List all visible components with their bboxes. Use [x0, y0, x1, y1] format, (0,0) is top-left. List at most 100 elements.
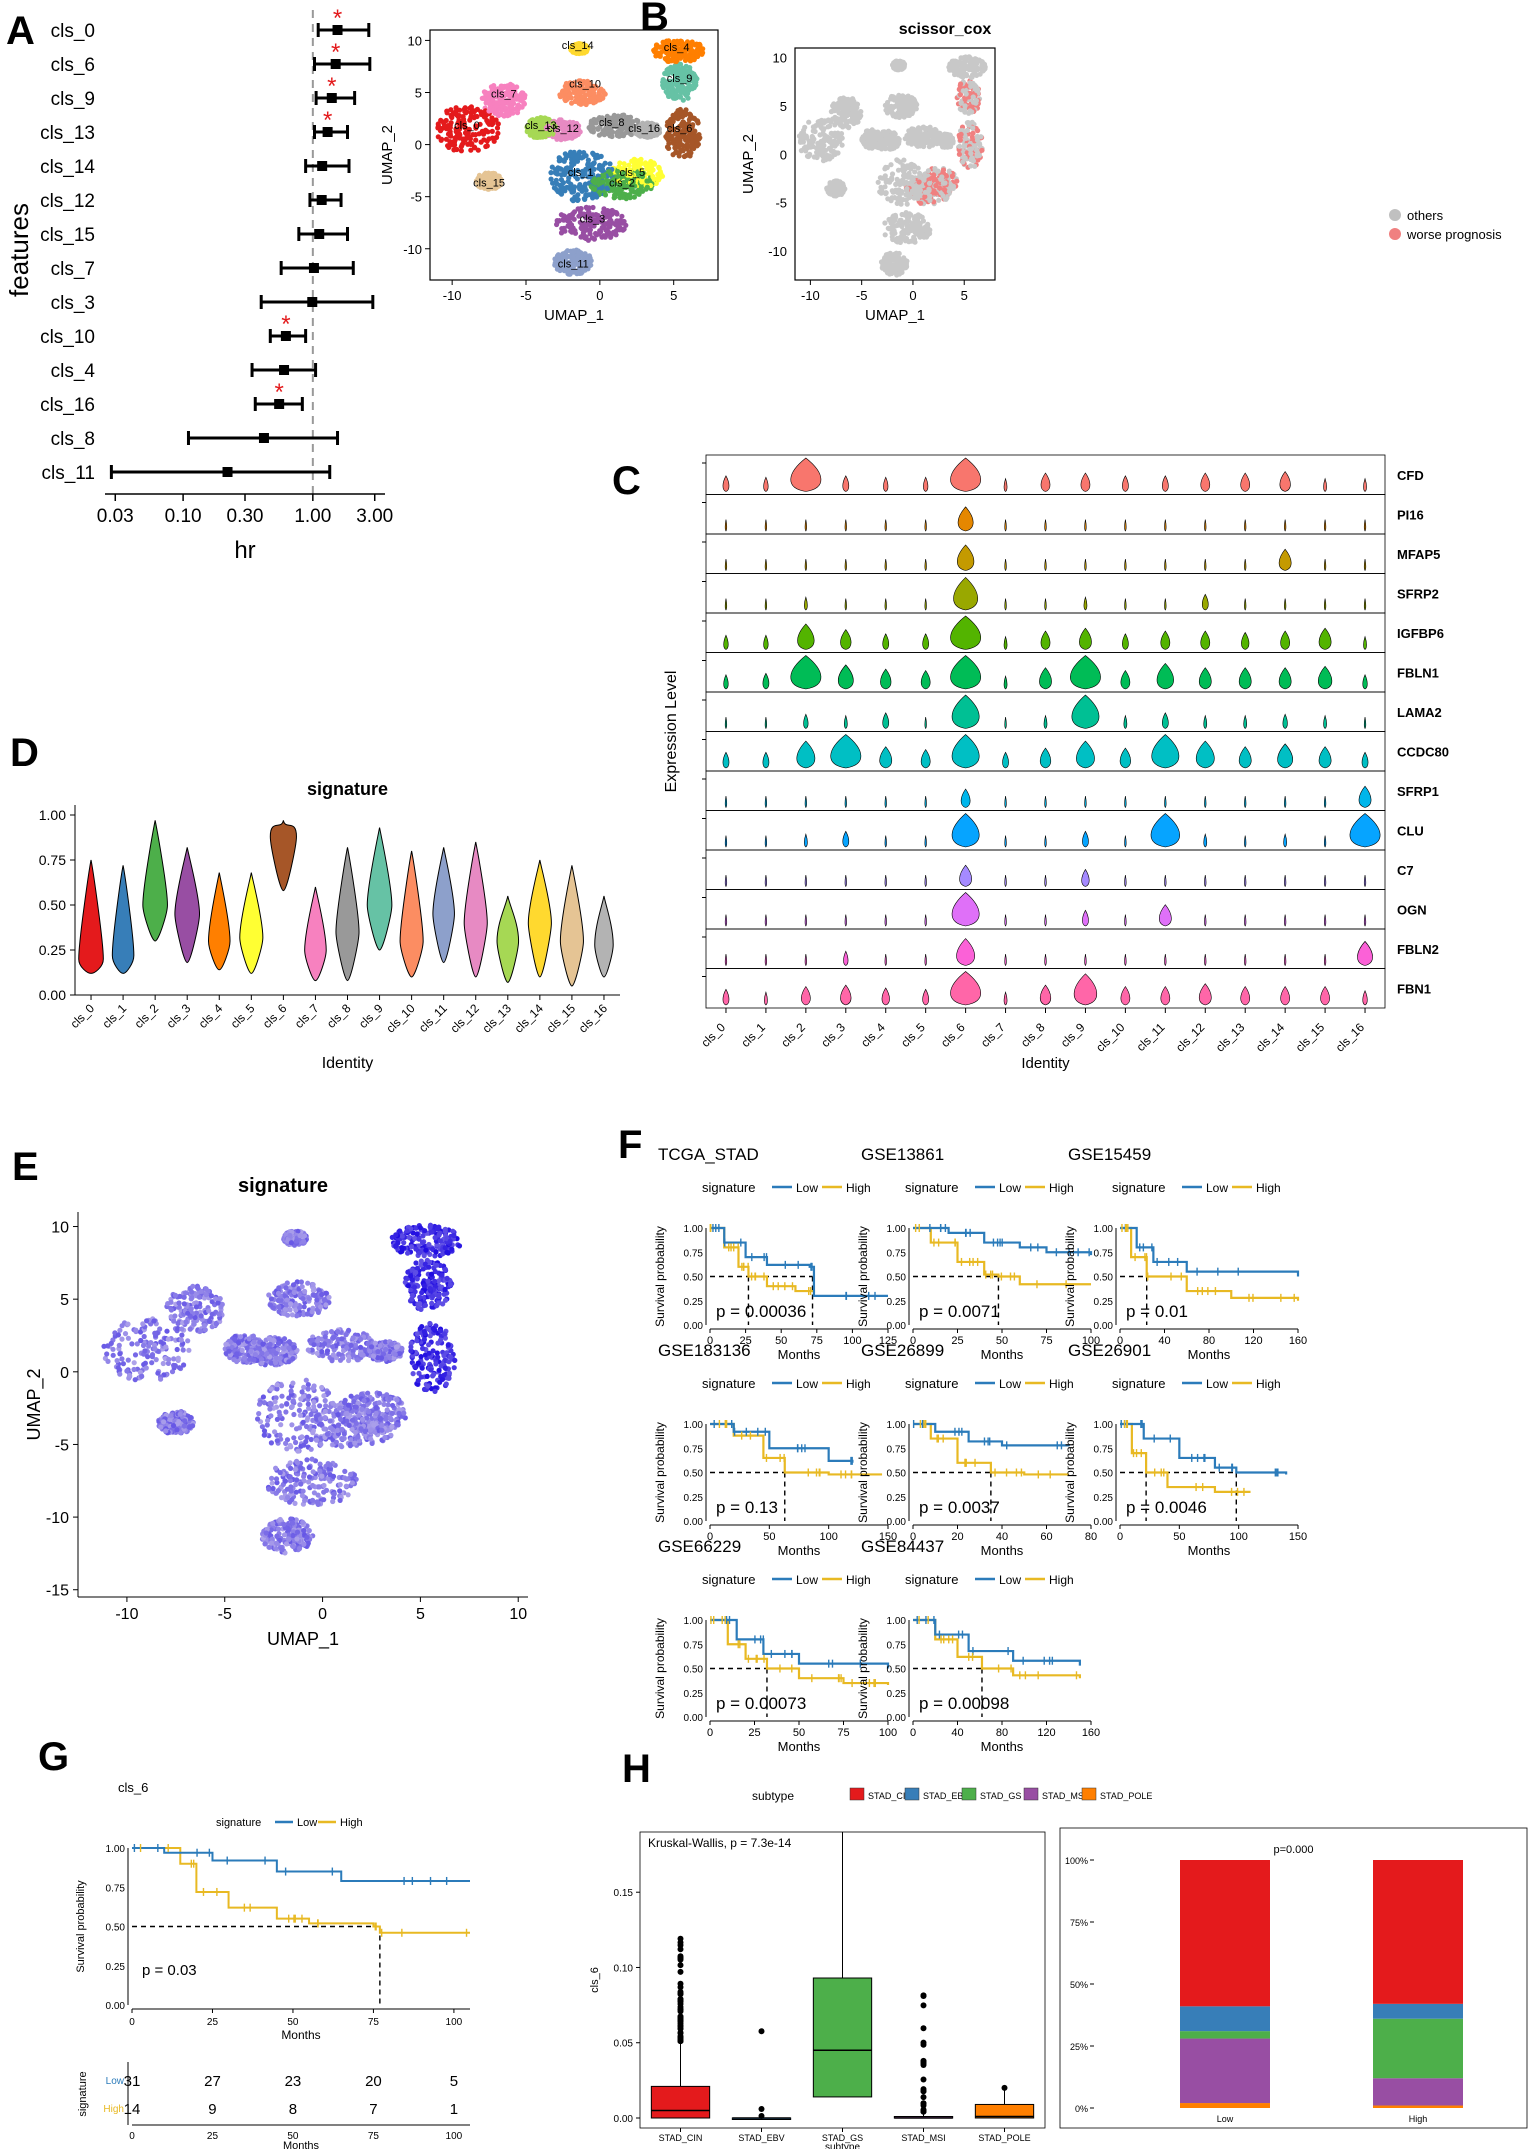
umap-point — [521, 101, 528, 107]
legend-label: others — [1407, 208, 1444, 223]
umap-point — [914, 141, 921, 147]
y-tick-label: 0 — [415, 138, 422, 153]
umap-point — [885, 128, 892, 134]
umap-point — [646, 161, 652, 167]
umap-point — [468, 113, 474, 119]
umap-point — [980, 60, 986, 66]
umap-point — [576, 250, 582, 256]
umap-point — [908, 212, 914, 218]
umap-point — [917, 133, 923, 139]
umap-point — [583, 193, 589, 199]
umap-point — [931, 175, 937, 181]
cluster-label: cls_1 — [568, 167, 594, 179]
violin-shape — [1323, 477, 1327, 492]
x-tick-label: -5 — [856, 288, 868, 303]
chart-title: scissor_cox — [899, 21, 992, 38]
hr-point — [307, 297, 318, 307]
umap-point — [937, 130, 943, 136]
umap-point — [875, 179, 881, 185]
umap-point — [891, 217, 898, 224]
umap-point — [600, 95, 606, 101]
umap-point — [937, 139, 944, 145]
umap-point — [598, 153, 604, 159]
umap-point — [576, 149, 583, 155]
umap-point — [947, 186, 953, 192]
umap-point — [890, 113, 896, 119]
umap-point — [584, 97, 590, 104]
hr-point — [326, 93, 337, 103]
violin-shape — [1244, 519, 1247, 532]
umap-point — [563, 253, 569, 259]
umap-point — [658, 44, 664, 50]
umap-point — [909, 110, 915, 117]
umap-point — [836, 183, 842, 189]
axes-frame — [429, 29, 719, 281]
umap-point — [485, 129, 491, 135]
violin-shape — [1162, 475, 1169, 492]
umap-point — [447, 125, 453, 131]
umap-point — [473, 137, 479, 143]
umap-point — [593, 192, 599, 198]
umap-point — [908, 175, 915, 181]
umap-point — [506, 112, 512, 118]
umap-point — [491, 83, 497, 89]
umap-point — [489, 121, 495, 128]
umap-point — [931, 188, 937, 194]
row-label: cls_12 — [40, 191, 95, 212]
umap-point — [978, 134, 984, 140]
hr-point — [316, 195, 327, 205]
umap-point — [504, 83, 511, 89]
umap-point — [851, 98, 857, 104]
umap-point — [879, 175, 885, 181]
umap-point — [961, 68, 967, 74]
violin-shape — [764, 519, 767, 532]
umap-point — [843, 107, 849, 113]
umap-point — [892, 64, 899, 71]
umap-point — [644, 178, 650, 184]
umap-point — [615, 222, 622, 228]
umap-point — [694, 143, 700, 149]
umap-point — [672, 115, 679, 121]
umap-point — [440, 119, 446, 125]
umap-point — [873, 141, 879, 147]
umap-point — [456, 113, 462, 119]
umap-point — [918, 200, 924, 206]
umap-point — [971, 64, 977, 70]
umap-point — [676, 153, 682, 159]
umap-point — [657, 53, 663, 59]
umap-point — [481, 129, 487, 136]
umap-point — [474, 113, 480, 120]
umap-point — [932, 135, 938, 141]
umap-point — [608, 234, 614, 240]
umap-point — [489, 115, 495, 121]
y-tick-label: -10 — [403, 242, 422, 257]
y-tick-label: -5 — [775, 196, 787, 211]
legend-swatch — [1389, 228, 1401, 240]
umap-point — [653, 45, 660, 51]
umap-point — [942, 187, 948, 193]
umap-point — [979, 147, 985, 153]
violin-shape — [883, 476, 889, 492]
umap-point — [968, 150, 974, 157]
umap-point — [799, 139, 806, 145]
umap-point — [689, 140, 695, 146]
umap-point — [602, 192, 609, 198]
umap-point — [676, 138, 682, 144]
violin-shape — [1204, 519, 1207, 532]
umap-point — [614, 130, 620, 136]
umap-point — [974, 87, 980, 93]
violin-shape — [722, 475, 730, 492]
y-tick-label: 10 — [408, 33, 422, 48]
umap-point — [831, 178, 837, 185]
umap-point — [447, 139, 453, 145]
hr-point — [279, 365, 290, 375]
umap-point — [475, 147, 481, 153]
umap-point — [889, 105, 896, 111]
umap-point — [680, 97, 686, 103]
umap-point — [913, 194, 919, 200]
umap-point — [963, 91, 969, 97]
umap-point — [576, 90, 582, 96]
umap-point — [499, 103, 505, 109]
x-tick-label: -5 — [520, 288, 532, 303]
x-tick-label: 0.30 — [227, 506, 264, 527]
